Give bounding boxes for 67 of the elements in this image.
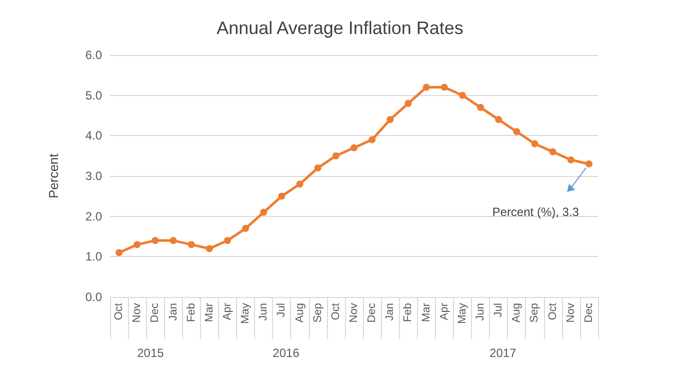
x-tick-label: May (240, 302, 252, 324)
x-tick-label: Jul (492, 303, 505, 318)
point (170, 237, 177, 244)
x-tick-label: Mar (420, 302, 432, 322)
x-tick-label: Jan (384, 303, 396, 321)
x-tick-label: Jun (258, 303, 270, 321)
point (116, 249, 123, 256)
x-tick-label: Oct (546, 303, 559, 320)
y-tick-label: 3.0 (85, 169, 102, 183)
point (134, 241, 141, 248)
x-tick-label: Oct (113, 303, 126, 320)
x-tick-label: Nov (564, 302, 577, 323)
point (152, 237, 159, 244)
x-tick-label: Dec (149, 302, 162, 323)
y-tick-label: 6.0 (85, 48, 102, 62)
x-tick-label: Apr (438, 302, 450, 320)
x-tick-label: Feb (185, 303, 198, 322)
y-tick-label: 5.0 (85, 88, 102, 102)
x-tick-label: May (456, 302, 468, 324)
annotation: Percent (%), 3.3 (492, 204, 580, 219)
point (278, 192, 286, 200)
point (242, 224, 250, 232)
x-tick-label: Apr (221, 302, 234, 320)
text: 2015 (137, 346, 164, 360)
chart-title: Annual Average Inflation Rates (216, 18, 464, 38)
point (513, 128, 520, 136)
x-tick-label: Jul (276, 303, 288, 318)
point (422, 84, 430, 91)
x-tick-label: Mar (203, 302, 216, 322)
point (531, 140, 538, 148)
x-tick-label: Aug (294, 303, 306, 323)
x-tick-label: Sep (312, 303, 324, 323)
y-tick-label: 0.0 (85, 290, 102, 304)
text: 2016 (272, 346, 300, 360)
y-axis-title: Percent (46, 153, 61, 198)
point (477, 104, 484, 111)
x-tick-label: Jun (474, 303, 487, 321)
x-tick-label: Aug (510, 303, 523, 323)
point (549, 148, 556, 156)
y-tick-label: 2.0 (85, 209, 102, 224)
point (296, 180, 304, 188)
point (386, 116, 394, 124)
x-tick-label: Oct (330, 303, 342, 320)
y-tick-label: 4.0 (85, 128, 102, 143)
y-tick-label: 1.0 (85, 250, 102, 264)
point (332, 152, 340, 160)
point (495, 116, 502, 124)
point (458, 92, 466, 99)
x-tick-label: Jan (167, 303, 180, 321)
x-tick-label: Dec (366, 302, 378, 323)
point (224, 237, 231, 244)
x-tick-label: Nov (131, 302, 144, 323)
point (314, 164, 322, 172)
point (585, 160, 592, 168)
x-tick-label: Dec (582, 302, 595, 323)
point (368, 136, 376, 144)
text: 2017 (490, 346, 517, 360)
point (188, 241, 195, 248)
x-tick-label: Sep (528, 303, 541, 323)
point (350, 144, 358, 152)
point (567, 156, 574, 164)
point (440, 84, 448, 91)
point (260, 208, 268, 216)
x-tick-label: Feb (402, 303, 414, 322)
x-tick-label: Nov (348, 302, 360, 323)
point (206, 245, 213, 252)
point (404, 100, 412, 107)
